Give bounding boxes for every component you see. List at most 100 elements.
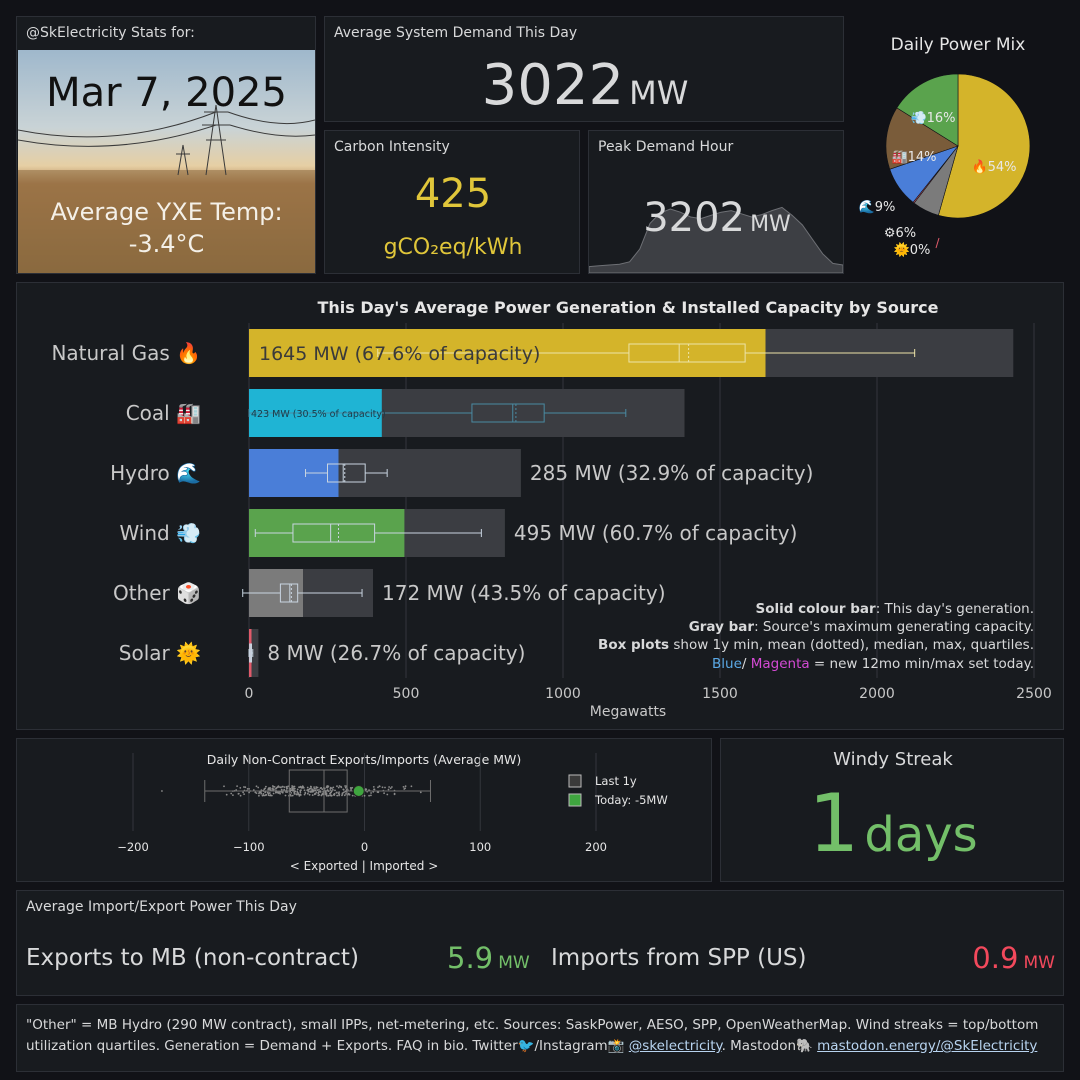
exports-day-point <box>343 794 346 797</box>
exports-day-point <box>404 787 406 790</box>
data-label: 285 MW (32.9% of capacity) <box>530 461 814 485</box>
mastodon-link[interactable]: mastodon.energy/@SkElectricity <box>817 1038 1038 1054</box>
exports-day-point <box>265 785 267 788</box>
exports-day-point <box>244 786 247 789</box>
pie-label: 🌊9% <box>859 199 896 215</box>
exports-day-point <box>291 794 294 797</box>
instagram-link[interactable]: @skelectricity <box>628 1038 722 1054</box>
exports-day-point <box>293 792 296 795</box>
exports-day-point <box>342 788 345 791</box>
exports-tick-label: −200 <box>117 840 149 854</box>
legend-line-4: Blue/ Magenta = new 12mo min/max set tod… <box>712 656 1034 672</box>
exports-day-point <box>242 791 245 794</box>
exports-day-point <box>246 788 249 790</box>
import-value: 0.9 <box>972 941 1019 975</box>
temp-value: -3.4°C <box>128 230 205 258</box>
exports-day-point <box>313 787 316 790</box>
exports-day-point <box>295 793 298 796</box>
exports-day-point <box>384 786 386 789</box>
exports-day-point <box>274 788 277 790</box>
exports-day-point <box>330 790 333 793</box>
exports-day-point <box>388 786 390 788</box>
exports-day-point <box>284 794 287 797</box>
pie-label: 💨16% <box>910 110 955 126</box>
bar-chart-title: This Day's Average Power Generation & In… <box>317 298 938 317</box>
exports-day-point <box>269 787 271 789</box>
exports-day-point <box>282 785 284 788</box>
exports-day-point <box>223 785 225 788</box>
x-tick-label: 0 <box>245 686 254 702</box>
exports-day-point <box>330 794 333 797</box>
exports-day-point <box>263 794 266 797</box>
exports-day-point <box>230 792 233 795</box>
exports-day-point <box>261 794 264 797</box>
exports-day-point <box>334 789 336 792</box>
carbon-panel: Carbon Intensity 425 gCO₂eq/kWh <box>324 130 580 274</box>
exports-day-point <box>393 792 396 795</box>
pie-title: Daily Power Mix <box>890 35 1026 55</box>
exports-day-point <box>267 794 270 797</box>
exports-day-point <box>373 788 375 791</box>
exports-day-point <box>338 785 341 787</box>
exports-day-point <box>306 792 309 795</box>
peak-demand-area <box>589 206 843 273</box>
exports-day-point <box>378 785 381 788</box>
exports-day-point <box>248 791 251 794</box>
temp-label: Average YXE Temp: <box>50 198 283 226</box>
exports-tick-label: 0 <box>361 840 368 854</box>
exports-day-point <box>376 791 379 793</box>
legend-text: / <box>742 656 751 672</box>
exports-day-point <box>301 785 304 788</box>
exports-day-point <box>314 789 317 792</box>
legend-text: show 1y min, mean (dotted), median, max,… <box>669 637 1034 653</box>
exports-day-point <box>315 786 318 789</box>
importexport-title: Average Import/Export Power This Day <box>26 899 297 915</box>
exports-day-point <box>290 795 292 797</box>
legend-bold: Gray bar <box>689 619 755 635</box>
pie-slice-coal <box>885 107 959 170</box>
exports-day-point <box>351 786 354 789</box>
exports-day-point <box>326 789 329 792</box>
exports-day-point <box>235 789 238 791</box>
exports-day-point <box>327 785 330 788</box>
exports-day-point <box>302 787 305 789</box>
legend-bold: Solid colour bar <box>756 601 877 617</box>
exports-day-point <box>372 786 375 788</box>
exports-day-point <box>268 792 270 794</box>
exports-day-point <box>320 787 323 789</box>
exports-day-point <box>336 785 338 788</box>
generation-bar-chart: This Day's Average Power Generation & In… <box>51 298 1052 720</box>
exports-day-point <box>345 793 347 795</box>
exports-day-point <box>271 787 274 790</box>
exports-day-point <box>307 790 310 793</box>
exports-day-point <box>306 786 309 789</box>
exports-day-point <box>341 793 344 795</box>
stats-panel-title: @SkElectricity Stats for: <box>26 25 195 41</box>
windy-title: Windy Streak <box>833 749 953 770</box>
peak-sparkline <box>589 206 843 273</box>
exports-day-point <box>299 793 302 796</box>
peak-value: 3202 <box>643 195 745 241</box>
exports-day-point <box>298 786 300 789</box>
exports-day-point <box>286 786 288 789</box>
pie-slice-wind <box>896 73 959 147</box>
exports-day-point <box>404 785 407 788</box>
export-label: Exports to MB (non-contract) <box>26 945 359 971</box>
exports-box <box>288 769 348 813</box>
exports-day-point <box>310 786 313 788</box>
windy-panel: Windy Streak 1 days <box>720 738 1064 882</box>
exports-day-point <box>280 786 282 789</box>
stats-date: Mar 7, 2025 <box>46 70 287 116</box>
exports-day-point <box>326 786 329 789</box>
peak-unit: MW <box>750 212 791 237</box>
exports-day-point <box>333 792 336 795</box>
exports-day-point <box>321 788 324 791</box>
exports-day-point <box>243 793 246 795</box>
demand-panel: Average System Demand This Day 3022 MW <box>324 16 844 122</box>
exports-day-point <box>311 789 313 792</box>
exports-day-point <box>303 793 306 796</box>
x-tick-label: 2500 <box>1016 686 1052 702</box>
exports-day-point <box>276 786 279 788</box>
exports-day-point <box>381 786 384 789</box>
exports-day-point <box>327 794 330 797</box>
